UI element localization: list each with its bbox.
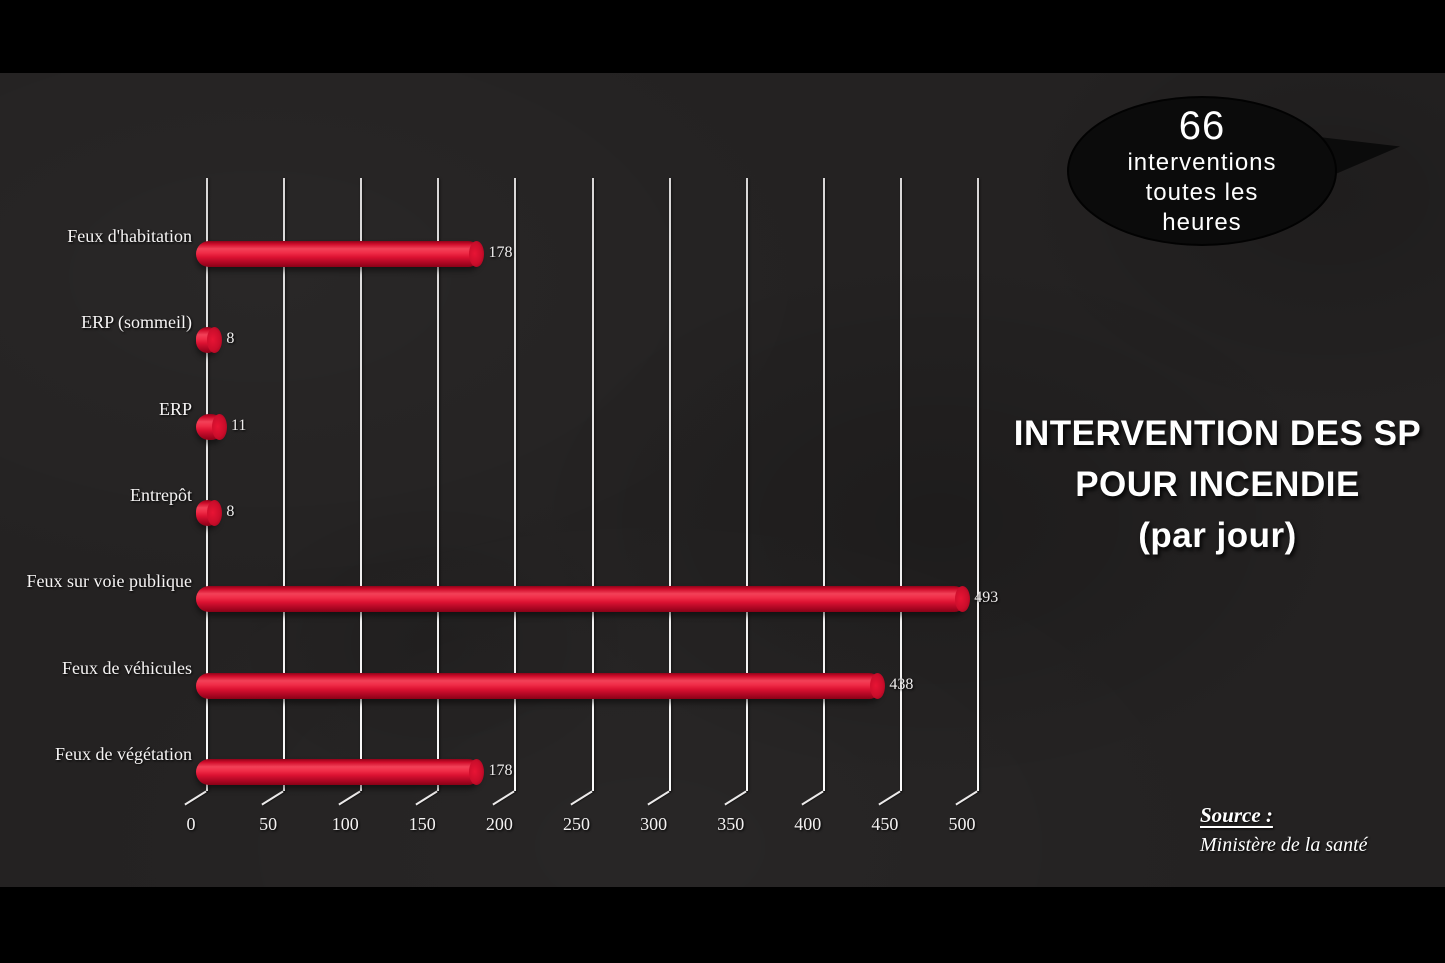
axis-tick	[338, 790, 361, 806]
axis-tick	[955, 790, 978, 806]
bar-7	[196, 758, 485, 785]
bar-chart: 0 50 100 150 200 250 300 350 400 450 500 Feux d'hab…	[27, 178, 998, 834]
x-tick-label: 100	[331, 814, 359, 834]
gridline	[360, 178, 363, 791]
axis-tick	[184, 790, 207, 806]
gridline	[206, 178, 208, 791]
axis-tick	[261, 790, 284, 806]
x-tick-label: 50	[259, 814, 278, 834]
axis-tick	[878, 790, 901, 806]
bar-value-label: 178	[488, 761, 513, 779]
axis-tick	[646, 790, 670, 806]
callout-value: 66	[1178, 104, 1226, 148]
callout-text-line: heures	[1162, 209, 1242, 236]
letterbox-top	[0, 0, 1445, 73]
axis-tick	[569, 790, 593, 806]
category-label: ERP	[158, 398, 192, 419]
axis-tick	[415, 790, 438, 806]
axis-tick	[801, 790, 824, 806]
slide-background: 0 50 100 150 200 250 300 350 400 450 500 Feux d'hab…	[0, 73, 1445, 887]
bar-2	[196, 327, 223, 354]
bar-3	[196, 413, 227, 440]
bar-value-label: 8	[226, 502, 235, 520]
bar-5	[196, 586, 971, 613]
bar-value-label: 11	[230, 416, 247, 434]
callout-bubble: 66 interventions toutes les heures	[1067, 96, 1337, 246]
bar-4	[196, 499, 223, 526]
category-label: Feux d'habitation	[67, 226, 192, 246]
gridline	[977, 178, 979, 791]
callout-text-line: interventions	[1127, 149, 1277, 176]
gridline	[899, 178, 902, 791]
x-tick-label: 500	[948, 814, 976, 834]
bar-value-label: 438	[889, 675, 914, 693]
chart-title-line: INTERVENTION DES SP	[1013, 414, 1422, 453]
gridline	[437, 178, 440, 791]
chart-title-line: (par jour)	[1138, 516, 1297, 555]
category-label: ERP (sommeil)	[81, 312, 192, 333]
gridline	[745, 178, 748, 791]
category-label: Feux sur voie publique	[26, 571, 192, 592]
x-tick-label: 150	[408, 814, 436, 834]
x-tick-label: 450	[871, 814, 899, 834]
x-tick-label: 350	[717, 814, 745, 834]
category-label: Feux de végétation	[55, 743, 192, 764]
gridline	[514, 178, 517, 791]
source-block: Source : Ministère de la santé	[1200, 803, 1368, 857]
source-label: Source :	[1200, 803, 1273, 827]
letterbox-bottom	[0, 887, 1445, 963]
chart-title-line: POUR INCENDIE	[1075, 465, 1360, 504]
x-tick-label: 200	[485, 814, 513, 834]
x-tick-label: 400	[794, 814, 822, 834]
chart-title: INTERVENTION DES SP POUR INCENDIE (par j…	[990, 408, 1445, 561]
gridline	[822, 178, 825, 791]
callout-text-line: toutes les	[1145, 179, 1259, 206]
gridline	[283, 178, 286, 791]
x-tick-label: 300	[640, 814, 668, 834]
bar-1	[196, 241, 485, 267]
bar-value-label: 8	[226, 330, 235, 348]
bar-value-label: 178	[488, 244, 513, 261]
axis-tick	[492, 790, 516, 806]
gridline	[591, 178, 594, 791]
x-tick-label: 250	[563, 814, 590, 834]
category-label: Feux de véhicules	[62, 657, 192, 678]
category-label: Entrepôt	[130, 484, 192, 505]
source-text: Ministère de la santé	[1200, 834, 1368, 856]
axis-tick	[724, 790, 747, 806]
bar-value-label: 493	[974, 589, 999, 607]
gridline	[668, 178, 671, 791]
bar-6	[196, 672, 886, 699]
x-tick-label: 0	[186, 814, 196, 834]
